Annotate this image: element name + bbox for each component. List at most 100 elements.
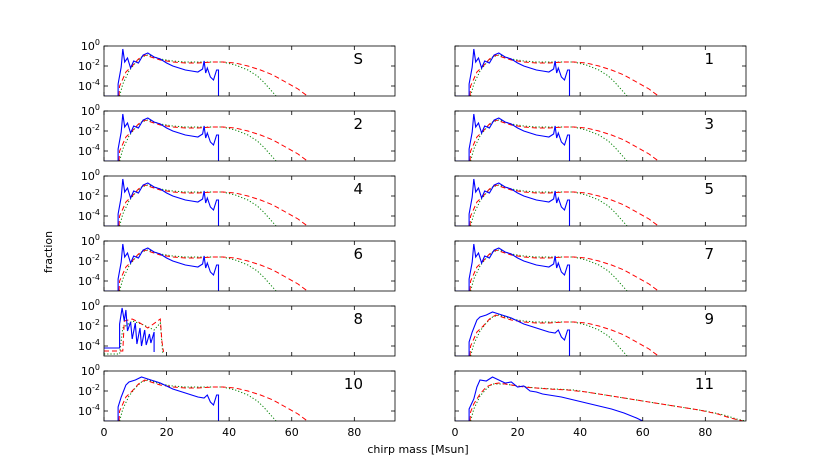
y-tick-label: 10-4 (78, 273, 100, 288)
y-tick-label: 100 (81, 168, 100, 183)
panel-1: 1 (454, 45, 747, 97)
series-solid-line (455, 178, 571, 226)
series-solid-line (455, 243, 571, 291)
y-tick-label: 10-2 (78, 253, 100, 268)
series-dotted-line (104, 320, 164, 355)
panel-11: 11 0 20 40 60 80 (452, 370, 747, 439)
y-tick-label: 10-2 (78, 383, 100, 398)
series-dashed-line (118, 184, 308, 226)
series-dotted-line (470, 184, 628, 226)
y-tick-label: 100 (81, 103, 100, 118)
x-tick-label: 0 (101, 426, 108, 439)
y-tick-label: 10-2 (78, 123, 100, 138)
panel-label: S (353, 50, 363, 68)
series-dashed-line (469, 54, 659, 96)
series-dotted-line (470, 54, 628, 96)
y-tick-label: 10-4 (78, 338, 100, 353)
x-tick-label: 20 (511, 426, 525, 439)
series-dashed-line (469, 119, 659, 161)
x-tick-label: 20 (160, 426, 174, 439)
series-solid-line (455, 113, 571, 161)
y-tick-label: 10-4 (78, 143, 100, 158)
panel-frame (454, 45, 747, 97)
x-tick-label: 80 (698, 426, 712, 439)
series-solid-line (104, 243, 220, 291)
panel-frame (454, 110, 747, 162)
x-tick-label: 60 (285, 426, 299, 439)
panel-label: 10 (344, 375, 363, 393)
series-dashed-line (118, 54, 308, 96)
series-solid-line (455, 311, 571, 356)
series-dotted-line (470, 249, 628, 291)
panel-label: 4 (353, 180, 363, 198)
series-dashed-line (118, 119, 308, 161)
y-tick-label: 10-2 (78, 318, 100, 333)
panel-frame (103, 305, 396, 357)
series-dotted-line (119, 119, 277, 161)
y-tick-label: 10-4 (78, 78, 100, 93)
y-tick-label: 100 (81, 298, 100, 313)
series-dashed-line (469, 314, 659, 356)
series-dashed-line (118, 249, 308, 291)
y-tick-label: 100 (81, 233, 100, 248)
panel-frame (103, 45, 396, 97)
series-dashed-line (469, 184, 659, 226)
panel-frame (454, 370, 747, 422)
x-tick-label: 0 (452, 426, 459, 439)
series-dashed-line (118, 379, 308, 421)
y-tick-label: 10-2 (78, 188, 100, 203)
panel-8: 100 10-2 10-4 8 (78, 298, 396, 357)
series-solid-line (104, 48, 220, 96)
panel-label: 11 (695, 375, 714, 393)
series-dotted-line (119, 249, 277, 291)
y-tick-label: 10-2 (78, 58, 100, 73)
x-tick-label: 80 (347, 426, 361, 439)
panel-frame (103, 370, 396, 422)
panel-frame (103, 110, 396, 162)
panel-label: 6 (353, 245, 363, 263)
panel-label: 8 (353, 310, 363, 328)
panel-9: 9 (454, 305, 747, 357)
panel-frame (454, 240, 747, 292)
y-axis-label: fraction (42, 231, 55, 273)
series-dotted-line (470, 119, 628, 161)
series-dotted-line (470, 314, 628, 356)
panel-2: 100 10-2 10-4 2 (78, 103, 396, 162)
y-tick-label: 10-4 (78, 208, 100, 223)
x-tick-label: 40 (573, 426, 587, 439)
panel-label: 1 (704, 50, 714, 68)
panel-label: 3 (704, 115, 714, 133)
series-dotted-line (119, 379, 277, 421)
panel-5: 5 (454, 175, 747, 227)
series-solid-line (104, 178, 220, 226)
panel-frame (103, 175, 396, 227)
series-solid-line (104, 307, 155, 352)
series-solid-line (104, 376, 220, 421)
panel-label: 2 (353, 115, 363, 133)
x-axis-label: chirp mass [Msun] (367, 443, 468, 456)
panel-frame (103, 240, 396, 292)
series-dashed-line (104, 318, 164, 353)
panel-frame (454, 305, 747, 357)
panel-7: 7 (454, 240, 747, 292)
series-solid-line (455, 48, 571, 96)
series-dotted-line (119, 184, 277, 226)
panel-3: 3 (454, 110, 747, 162)
series-solid-line (104, 113, 220, 161)
x-tick-label: 40 (222, 426, 236, 439)
series-solid-line (455, 376, 643, 421)
panel-4: 100 10-2 10-4 4 (78, 168, 396, 227)
y-tick-label: 10-4 (78, 403, 100, 418)
panel-frame (454, 175, 747, 227)
panel-label: 9 (704, 310, 714, 328)
panel-S: 100 10-2 10-4 S (78, 38, 396, 97)
series-dotted-line (119, 54, 277, 96)
panel-label: 7 (704, 245, 714, 263)
series-dashed-line (469, 382, 744, 421)
y-tick-label: 100 (81, 38, 100, 53)
panel-6: 100 10-2 10-4 6 (78, 233, 396, 292)
panel-label: 5 (704, 180, 714, 198)
